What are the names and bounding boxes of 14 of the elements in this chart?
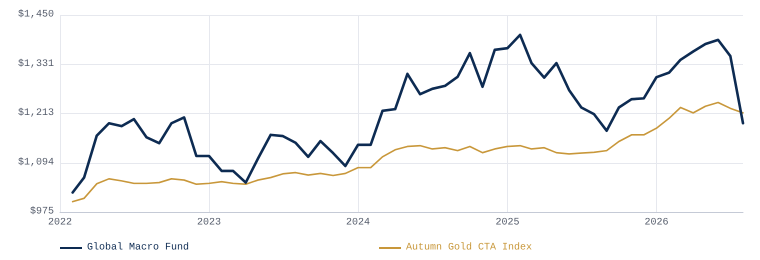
x-tick-label: 2025 — [495, 218, 520, 228]
legend-label: Autumn Gold CTA Index — [406, 242, 532, 254]
x-tick-label: 2023 — [197, 218, 222, 228]
x-tick-label: 2022 — [48, 218, 72, 228]
x-tick-label: 2026 — [644, 218, 668, 228]
y-tick-label: $975 — [30, 206, 54, 218]
line-series — [72, 102, 744, 202]
y-tick-label: $1,331 — [18, 58, 54, 70]
y-tick-label: $1,213 — [18, 107, 54, 119]
y-tick-label: $1,450 — [18, 8, 54, 20]
y-tick-label: $1,094 — [18, 156, 54, 168]
legend-label: Global Macro Fund — [87, 242, 190, 254]
line-series — [71, 34, 744, 194]
x-tick-label: 2024 — [346, 218, 370, 228]
